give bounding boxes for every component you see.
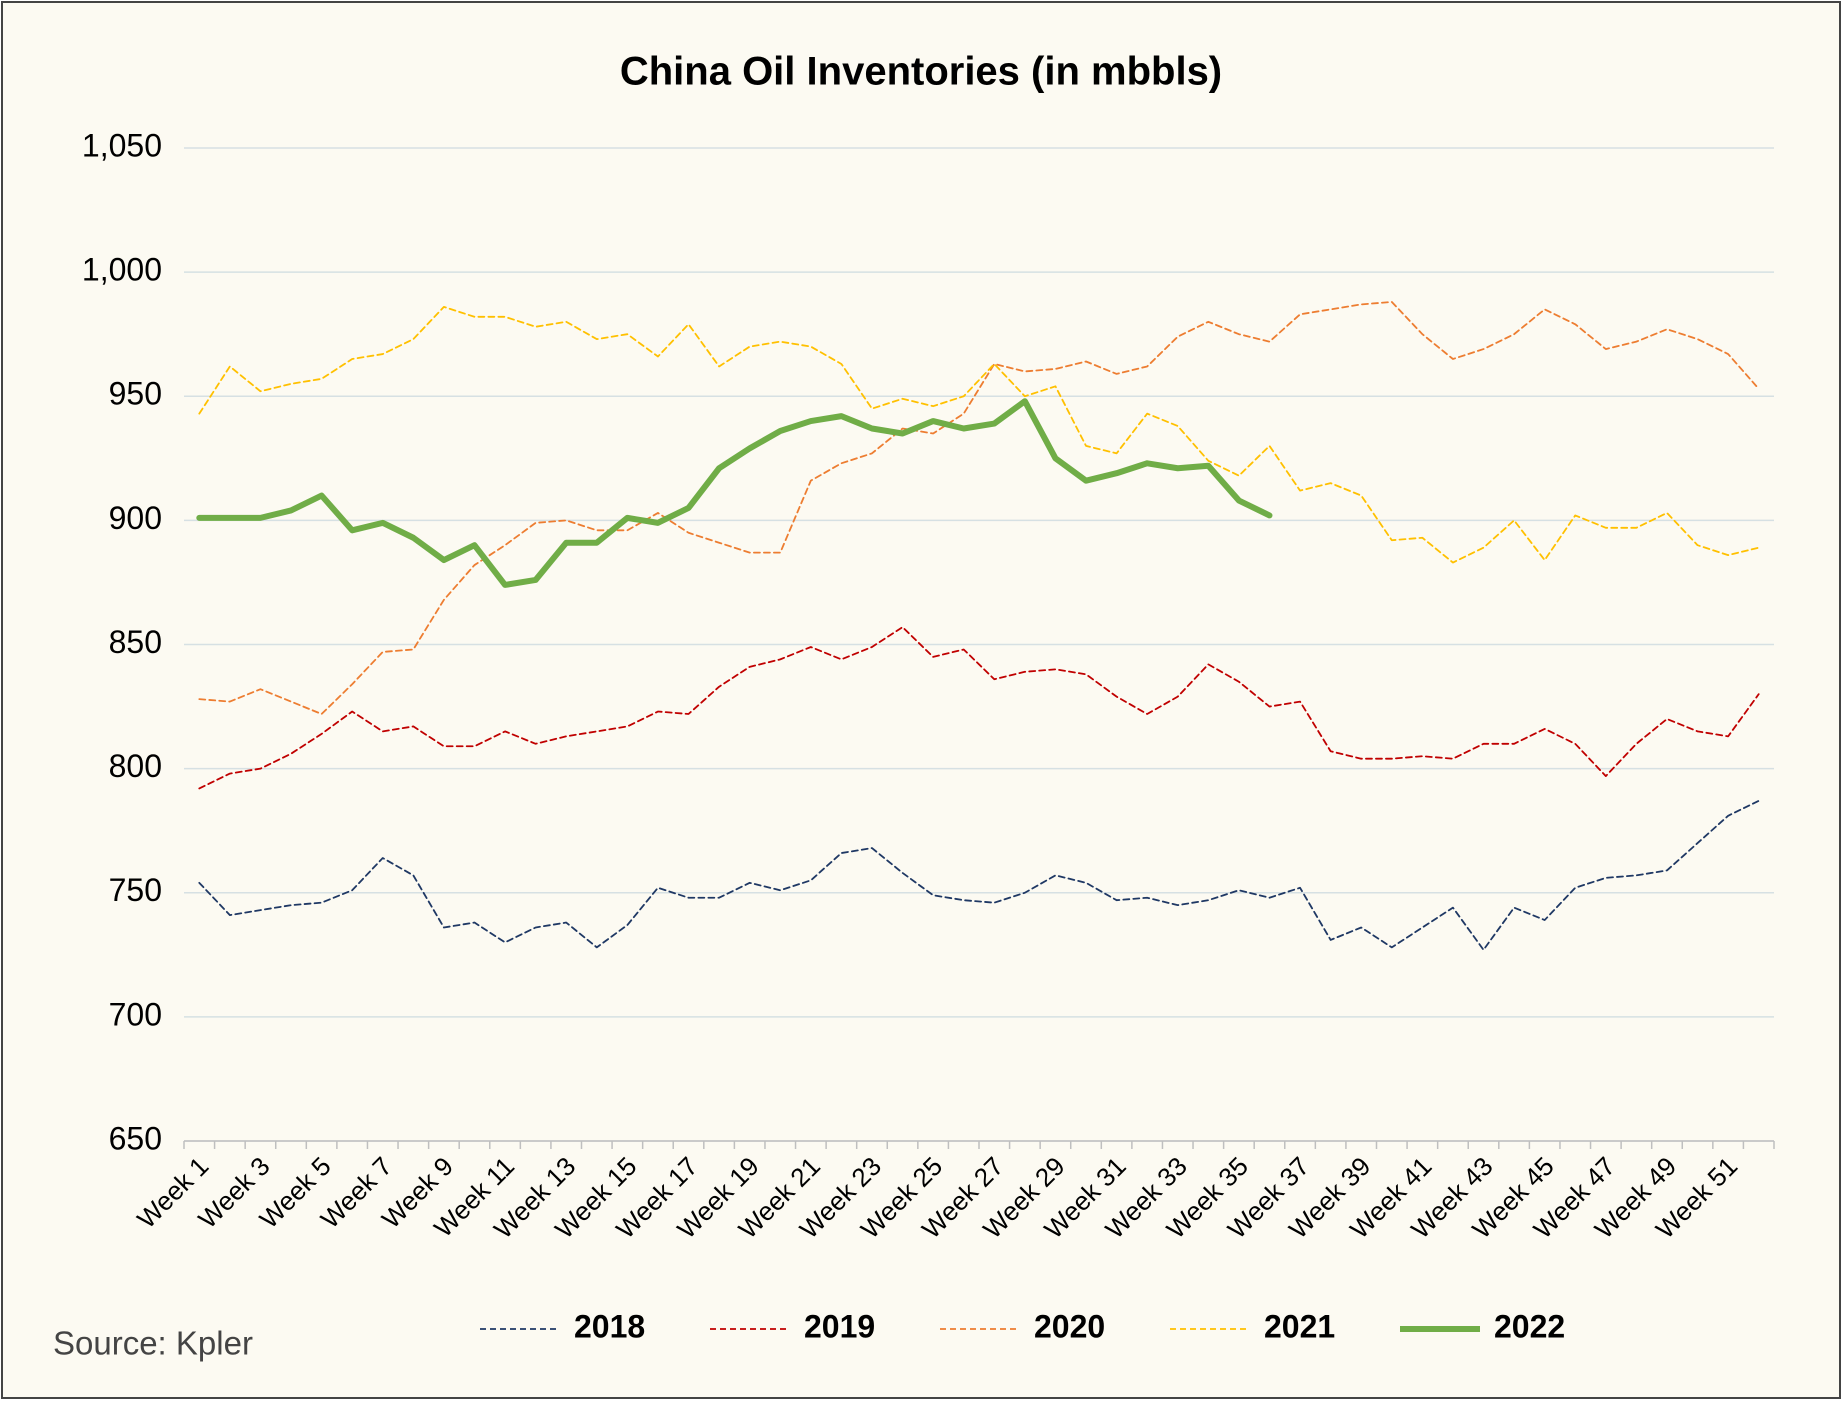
series-line: [198, 301, 1760, 715]
y-tick-label: 1,000: [82, 252, 162, 288]
legend-label: 2021: [1264, 1308, 1335, 1344]
y-tick-label: 800: [109, 748, 162, 784]
series-line: [198, 626, 1760, 790]
y-tick-label: 700: [109, 996, 162, 1032]
legend-label: 2020: [1034, 1308, 1105, 1344]
series-line: [196, 398, 1273, 588]
series-line: [198, 305, 1760, 564]
series-line: [198, 800, 1760, 951]
chart-title: China Oil Inventories (in mbbls): [620, 50, 1222, 94]
y-tick-label: 850: [109, 624, 162, 660]
y-tick-label: 950: [109, 376, 162, 412]
y-tick-label: 900: [109, 500, 162, 536]
y-tick-label: 650: [109, 1120, 162, 1156]
y-tick-label: 750: [109, 872, 162, 908]
legend-label: 2022: [1494, 1308, 1565, 1344]
y-tick-label: 1,050: [82, 127, 162, 163]
legend-label: 2018: [574, 1308, 645, 1344]
legend-label: 2019: [804, 1308, 875, 1344]
source-note: Source: Kpler: [53, 1325, 253, 1362]
